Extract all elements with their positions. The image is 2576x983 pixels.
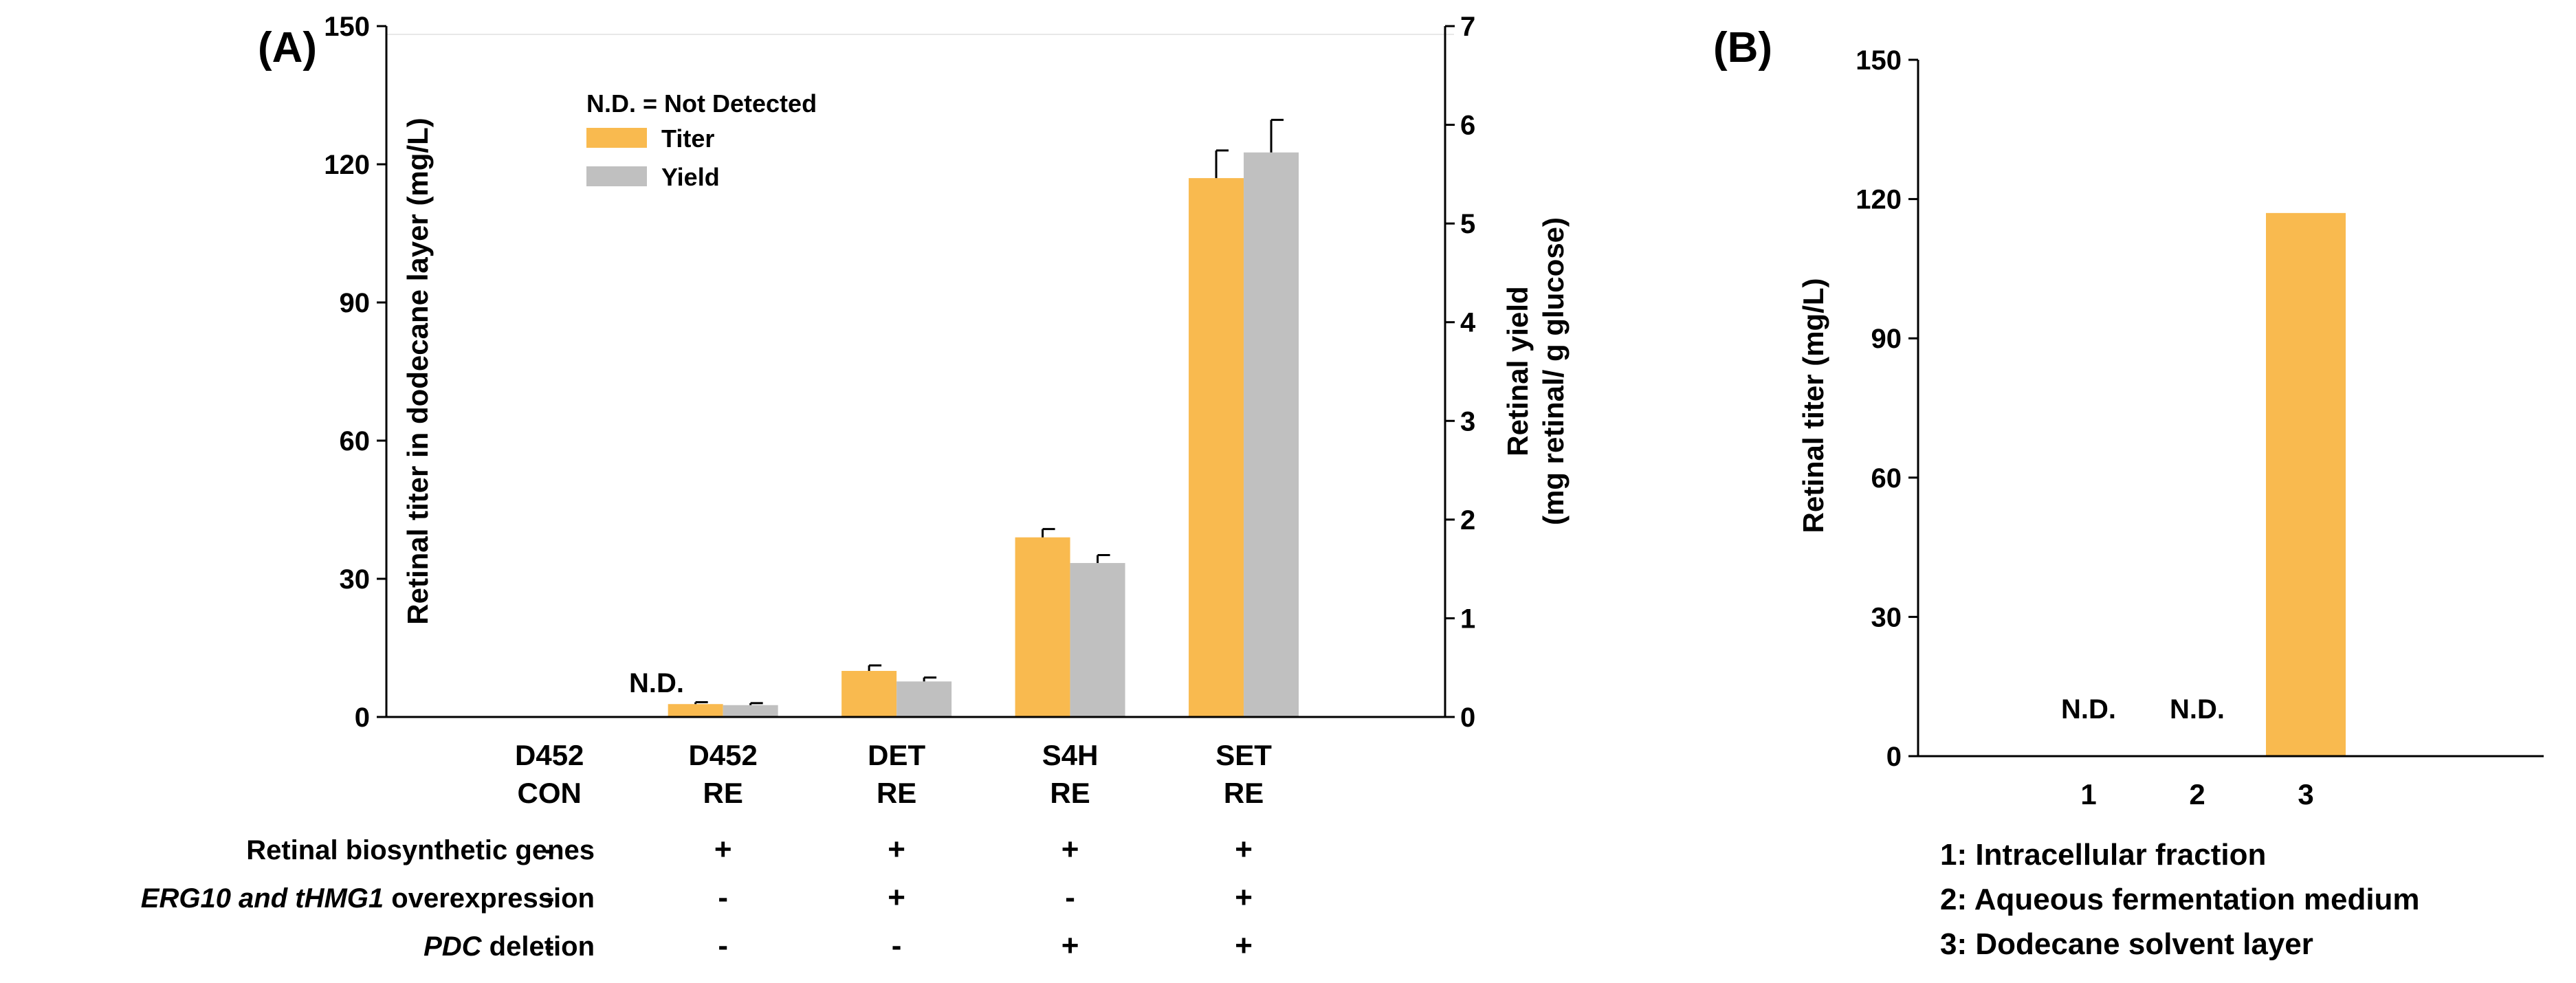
bar-yield-2 [896, 681, 952, 717]
table-mark-r2-c3: + [1061, 929, 1079, 962]
table-mark-r0-c2: + [888, 832, 905, 866]
category-label-b-2: 2 [2189, 778, 2205, 810]
panel-b-label: (B) [1713, 24, 1772, 71]
bar-yield-3 [1070, 563, 1125, 717]
tick-label-b-120: 120 [1856, 185, 1902, 215]
nd-label-a: N.D. [629, 668, 684, 698]
tick-label-left-0: 0 [355, 703, 370, 733]
key-item-3: 3: Dodecane solvent layer [1940, 927, 2313, 961]
tick-label-b-150: 150 [1856, 45, 1902, 76]
y-ticks-b: 0 30 60 90 120 150 [1856, 45, 1918, 772]
tick-label-left-150: 150 [324, 12, 370, 42]
tick-label-right-2: 2 [1460, 505, 1475, 535]
table-mark-r0-c0: - [544, 832, 555, 866]
bar-titer-4 [1189, 178, 1244, 718]
x-category-labels-a: D452 CON D452 RE DET RE S4H RE SET RE [515, 739, 1272, 809]
row-label-pdc-deletion: PDC deletion [423, 931, 595, 962]
y-axis-right-title-line2: (mg retinal/ g glucose) [1537, 217, 1570, 525]
y-axis-left-title: Retinal titer in dodecane layer (mg/L) [401, 118, 434, 624]
tick-label-right-6: 6 [1460, 111, 1475, 141]
category-key: 1: Intracellular fraction 2: Aqueous fer… [1940, 838, 2420, 961]
nd-label-b-2: N.D. [2170, 694, 2225, 725]
tick-label-right-4: 4 [1460, 308, 1476, 338]
legend-note: N.D. = Not Detected [586, 89, 817, 118]
bar-yield-1 [723, 705, 778, 717]
tick-label-b-90: 90 [1871, 324, 1902, 354]
bar-titer-2 [841, 671, 897, 717]
category-label-2-line2: RE [877, 777, 916, 809]
panel-a-error-bars [694, 118, 1284, 705]
panel-a-label: (A) [258, 24, 317, 71]
table-mark-r1-c1: - [718, 881, 728, 914]
bar-titer-1 [668, 704, 723, 717]
tick-label-right-1: 1 [1460, 604, 1475, 634]
panel-a: (A) 0 30 60 90 120 150 0 1 2 3 4 5 6 7 Retinal titer… [141, 12, 1570, 962]
table-mark-r0-c1: + [714, 832, 732, 866]
y-axis-right-title-line1: Retinal yield [1501, 286, 1534, 456]
table-mark-r2-c0: - [544, 929, 555, 962]
y-axis-b-title: Retinal titer (mg/L) [1797, 278, 1829, 533]
key-item-2: 2: Aqueous fermentation medium [1940, 883, 2420, 916]
key-item-1: 1: Intracellular fraction [1940, 838, 2266, 872]
category-label-1-line1: D452 [688, 739, 757, 771]
table-mark-r1-c2: + [888, 881, 905, 914]
category-label-b-3: 3 [2298, 778, 2313, 810]
nd-labels-b: N.D. N.D. [2061, 694, 2225, 725]
category-label-1-line2: RE [703, 777, 742, 809]
tick-label-right-7: 7 [1460, 12, 1475, 42]
condition-table: Retinal biosynthetic genes ERG10 and tHM… [141, 832, 1253, 962]
tick-label-right-5: 5 [1460, 209, 1475, 239]
y-ticks-right: 0 1 2 3 4 5 6 7 [1445, 12, 1476, 733]
tick-label-left-30: 30 [340, 564, 371, 595]
panel-b-bars [2266, 212, 2346, 756]
legend-swatch-titer [586, 128, 647, 148]
nd-label-b-1: N.D. [2061, 694, 2116, 725]
table-mark-r1-c0: - [544, 881, 555, 914]
table-mark-r1-c3: - [1065, 881, 1075, 914]
legend-swatch-yield [586, 166, 647, 186]
bar-titer-3 [1015, 537, 1070, 717]
legend-a: N.D. = Not Detected Titer Yield [586, 89, 817, 191]
panel-a-bars [668, 152, 1299, 718]
y-ticks-left: 0 30 60 90 120 150 [324, 12, 386, 733]
category-label-b-1: 1 [2080, 778, 2096, 810]
row-label-biosynthetic-genes: Retinal biosynthetic genes [246, 835, 595, 865]
bar-yield-4 [1244, 152, 1299, 717]
category-label-2-line1: DET [868, 739, 925, 771]
tick-label-b-0: 0 [1886, 742, 1902, 772]
tick-label-left-90: 90 [340, 288, 371, 318]
table-mark-r2-c2: - [892, 929, 902, 962]
table-mark-r2-c4: + [1235, 929, 1253, 962]
tick-label-b-60: 60 [1871, 463, 1902, 494]
table-marks: - + + + + - - + - + - - - + + [544, 832, 1253, 962]
row-label-erg10-overexpression: ERG10 and tHMG1 overexpression [141, 883, 595, 914]
table-mark-r1-c4: + [1235, 881, 1253, 914]
tick-label-b-30: 30 [1871, 602, 1902, 632]
bar-b-3 [2266, 212, 2346, 756]
category-label-3-line2: RE [1050, 777, 1090, 809]
legend-label-yield: Yield [661, 163, 720, 191]
table-mark-r0-c4: + [1235, 832, 1253, 866]
legend-label-titer: Titer [661, 124, 714, 153]
tick-label-left-60: 60 [340, 426, 371, 456]
tick-label-right-3: 3 [1460, 406, 1475, 437]
x-category-labels-b: 1 2 3 [2080, 778, 2313, 810]
category-label-0-line2: CON [518, 777, 582, 809]
tick-label-left-120: 120 [324, 150, 370, 180]
tick-label-right-0: 0 [1460, 703, 1475, 733]
category-label-3-line1: S4H [1042, 739, 1099, 771]
table-mark-r2-c1: - [718, 929, 728, 962]
table-mark-r0-c3: + [1061, 832, 1079, 866]
category-label-4-line2: RE [1224, 777, 1264, 809]
category-label-0-line1: D452 [515, 739, 584, 771]
panel-b: (B) 0 30 60 90 120 150 Retinal titer (mg/L) N… [1713, 24, 2544, 961]
category-label-4-line1: SET [1215, 739, 1272, 771]
